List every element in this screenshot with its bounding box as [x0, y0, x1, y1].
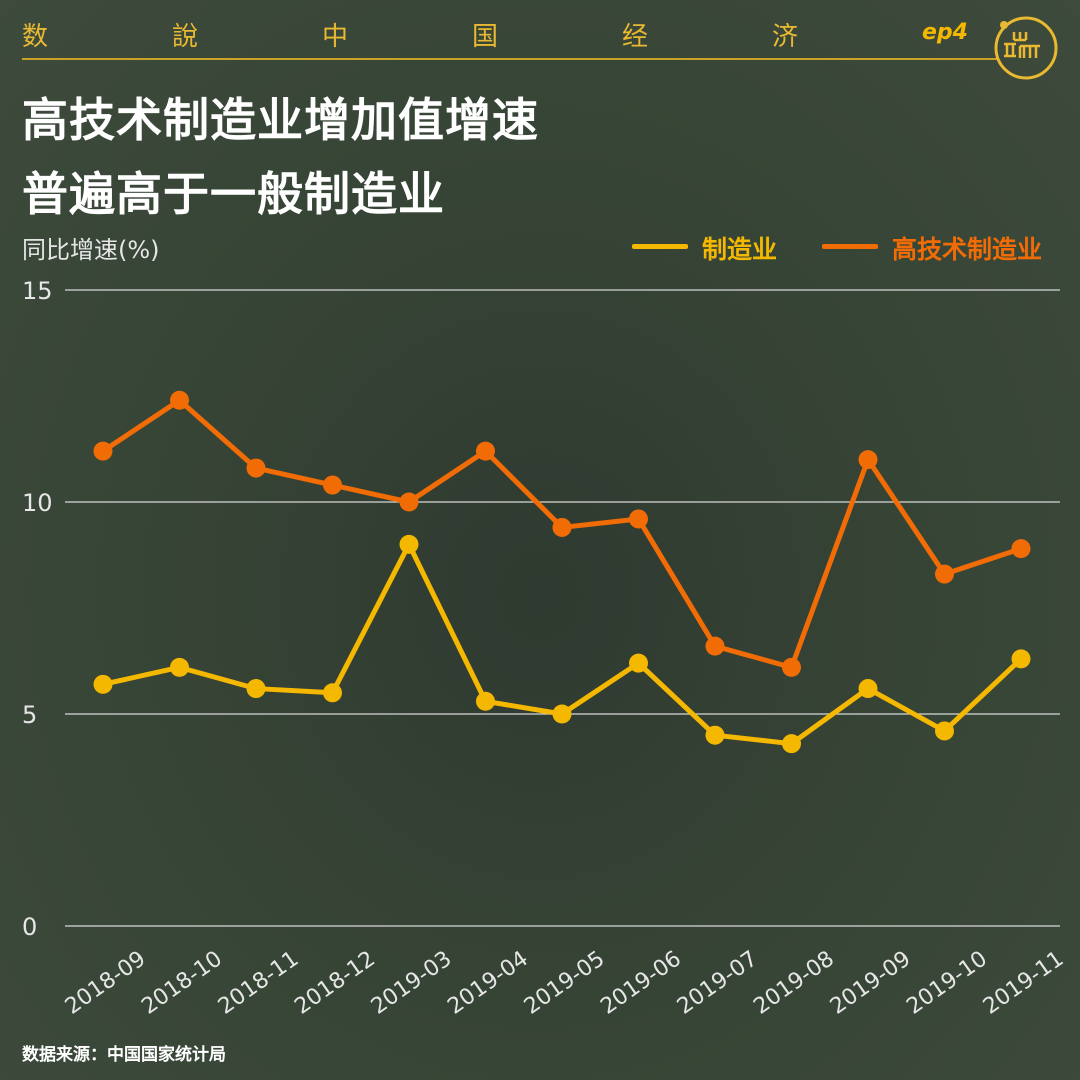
- data-point: [93, 441, 113, 461]
- data-point: [399, 534, 419, 554]
- x-tick-label: 2019-03: [367, 946, 457, 1019]
- logo-icon: [994, 16, 1058, 80]
- data-point: [170, 390, 189, 410]
- data-point: [93, 674, 113, 694]
- data-point: [705, 636, 725, 656]
- x-tick-label: 2019-05: [520, 946, 610, 1019]
- header-char: 济: [772, 22, 799, 52]
- data-point: [1011, 649, 1031, 669]
- x-tick-label: 2018-09: [61, 946, 151, 1019]
- x-tick-label: 2018-12: [290, 946, 380, 1019]
- data-source: 数据来源：中国国家统计局: [22, 1045, 226, 1065]
- data-point: [323, 683, 342, 703]
- x-tick-label: 2019-06: [596, 946, 686, 1019]
- data-point: [552, 517, 572, 537]
- x-tick-label: 2019-10: [902, 946, 992, 1019]
- data-point: [782, 734, 801, 754]
- data-point: [552, 704, 572, 724]
- legend-label: 高技术制造业: [892, 235, 1043, 264]
- y-tick-label: 10: [22, 489, 53, 517]
- x-tick-label: 2019-11: [979, 946, 1069, 1019]
- data-point: [476, 691, 495, 711]
- legend-swatch: [632, 244, 688, 249]
- y-axis-label: 同比增速(%): [22, 236, 160, 264]
- data-point: [629, 509, 648, 529]
- series-manufacturing: [93, 534, 1031, 754]
- legend-swatch: [822, 244, 878, 249]
- y-tick-label: 5: [22, 701, 37, 729]
- data-point: [170, 657, 189, 677]
- series-high-tech: [93, 390, 1031, 677]
- y-tick-label: 0: [22, 913, 37, 941]
- data-point: [476, 441, 495, 461]
- header-char: 国: [472, 22, 499, 52]
- data-point: [246, 458, 266, 478]
- chart-title-line-2: 普遍高于一般制造业: [22, 167, 445, 221]
- legend-item-manufacturing: 制造业: [632, 230, 812, 264]
- data-point: [858, 679, 878, 699]
- data-point: [935, 564, 954, 584]
- data-point: [782, 657, 801, 677]
- header-char: 数: [22, 22, 49, 52]
- data-point: [705, 725, 725, 745]
- chart-title-line-1: 高技术制造业增加值增速: [22, 93, 539, 147]
- data-point: [935, 721, 954, 741]
- header-bar: 数 說 中 国 经 济 ep4: [22, 14, 1002, 54]
- x-tick-label: 2019-04: [443, 946, 533, 1019]
- x-tick-label: 2019-08: [749, 946, 839, 1019]
- header-char: 经: [622, 22, 649, 52]
- x-tick-label: 2018-11: [214, 946, 304, 1019]
- data-point: [629, 653, 648, 673]
- data-point: [246, 679, 266, 699]
- x-tick-label: 2019-09: [826, 946, 916, 1019]
- x-tick-label: 2019-07: [673, 946, 763, 1019]
- data-point: [858, 450, 878, 470]
- episode-label: ep4: [922, 20, 968, 45]
- x-tick-label: 2018-10: [137, 946, 227, 1019]
- header-divider: [22, 58, 997, 60]
- data-point: [323, 475, 342, 495]
- header-char: 中: [322, 22, 349, 52]
- legend-item-high-tech: 高技术制造业: [822, 230, 1072, 264]
- header-char: 說: [172, 22, 199, 52]
- legend-label: 制造业: [702, 235, 778, 264]
- y-tick-label: 15: [22, 277, 53, 305]
- header-title: 数 說 中 国 经 济: [22, 14, 822, 54]
- data-point: [399, 492, 419, 512]
- data-point: [1011, 539, 1031, 559]
